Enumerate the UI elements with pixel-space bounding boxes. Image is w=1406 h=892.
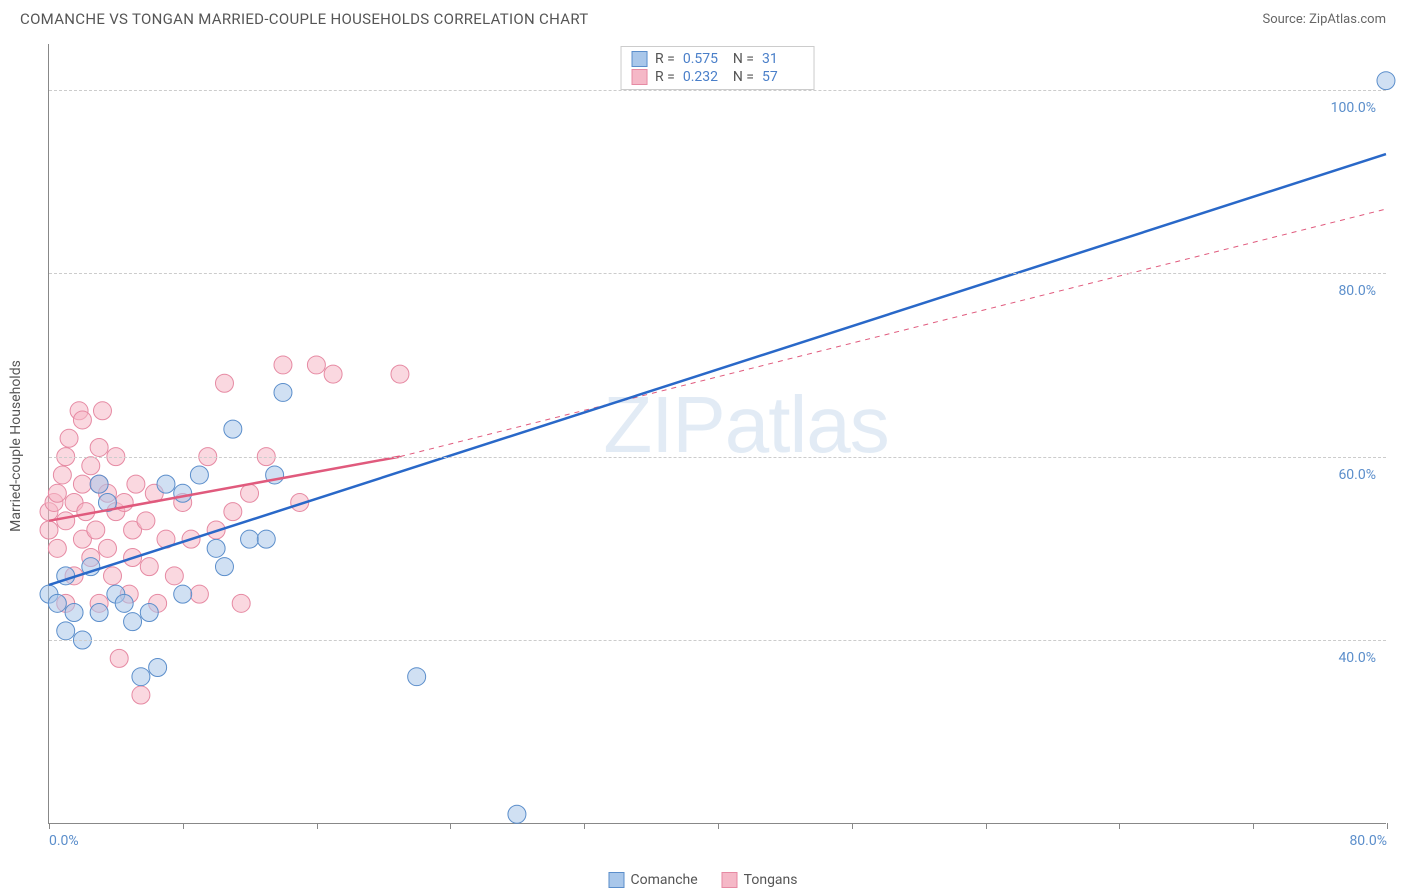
x-tick (450, 823, 451, 829)
x-tick (584, 823, 585, 829)
y-tick-label: 40.0% (1338, 650, 1376, 666)
legend-item: Comanche (608, 872, 697, 888)
legend-row: R = 0.232 N = 57 (631, 69, 804, 85)
gridline (49, 640, 1386, 641)
x-tick (49, 823, 50, 829)
x-tick (1119, 823, 1120, 829)
y-tick-label: 80.0% (1338, 283, 1376, 299)
x-tick (1387, 823, 1388, 829)
legend-swatch (722, 872, 738, 888)
x-tick (852, 823, 853, 829)
x-tick-label: 80.0% (1349, 833, 1387, 849)
gridline (49, 273, 1386, 274)
chart-plot-area: ZIPatlas R =0.575N =31R =0.232N =57 40.0… (48, 44, 1386, 824)
n-value: 57 (762, 69, 804, 85)
x-tick (1253, 823, 1254, 829)
r-label: R = (655, 51, 675, 67)
r-label: R = (655, 69, 675, 85)
source-label: Source: ZipAtlas.com (1262, 12, 1386, 27)
scatter-plot-svg (49, 44, 1386, 823)
legend-label: Tongans (744, 872, 798, 888)
r-value: 0.575 (683, 51, 725, 67)
n-value: 31 (762, 51, 804, 67)
series-legend: Comanche Tongans (608, 872, 797, 888)
x-tick (718, 823, 719, 829)
r-value: 0.232 (683, 69, 725, 85)
legend-swatch (631, 69, 647, 85)
gridline (49, 457, 1386, 458)
y-tick-label: 60.0% (1338, 467, 1376, 483)
x-tick (183, 823, 184, 829)
n-label: N = (733, 51, 754, 67)
x-tick (986, 823, 987, 829)
y-axis-label: Married-couple Households (8, 360, 24, 532)
x-tick-label: 0.0% (49, 833, 79, 849)
correlation-legend: R = 0.575 N = 31 R = 0.232 N = 57 (620, 46, 815, 90)
y-tick-label: 100.0% (1331, 100, 1376, 116)
legend-label: Comanche (630, 872, 697, 888)
legend-swatch (631, 51, 647, 67)
legend-item: Tongans (722, 872, 798, 888)
legend-swatch (608, 872, 624, 888)
n-label: N = (733, 69, 754, 85)
legend-row: R = 0.575 N = 31 (631, 51, 804, 67)
x-tick (317, 823, 318, 829)
gridline (49, 90, 1386, 91)
chart-title: COMANCHE VS TONGAN MARRIED-COUPLE HOUSEH… (20, 10, 589, 28)
